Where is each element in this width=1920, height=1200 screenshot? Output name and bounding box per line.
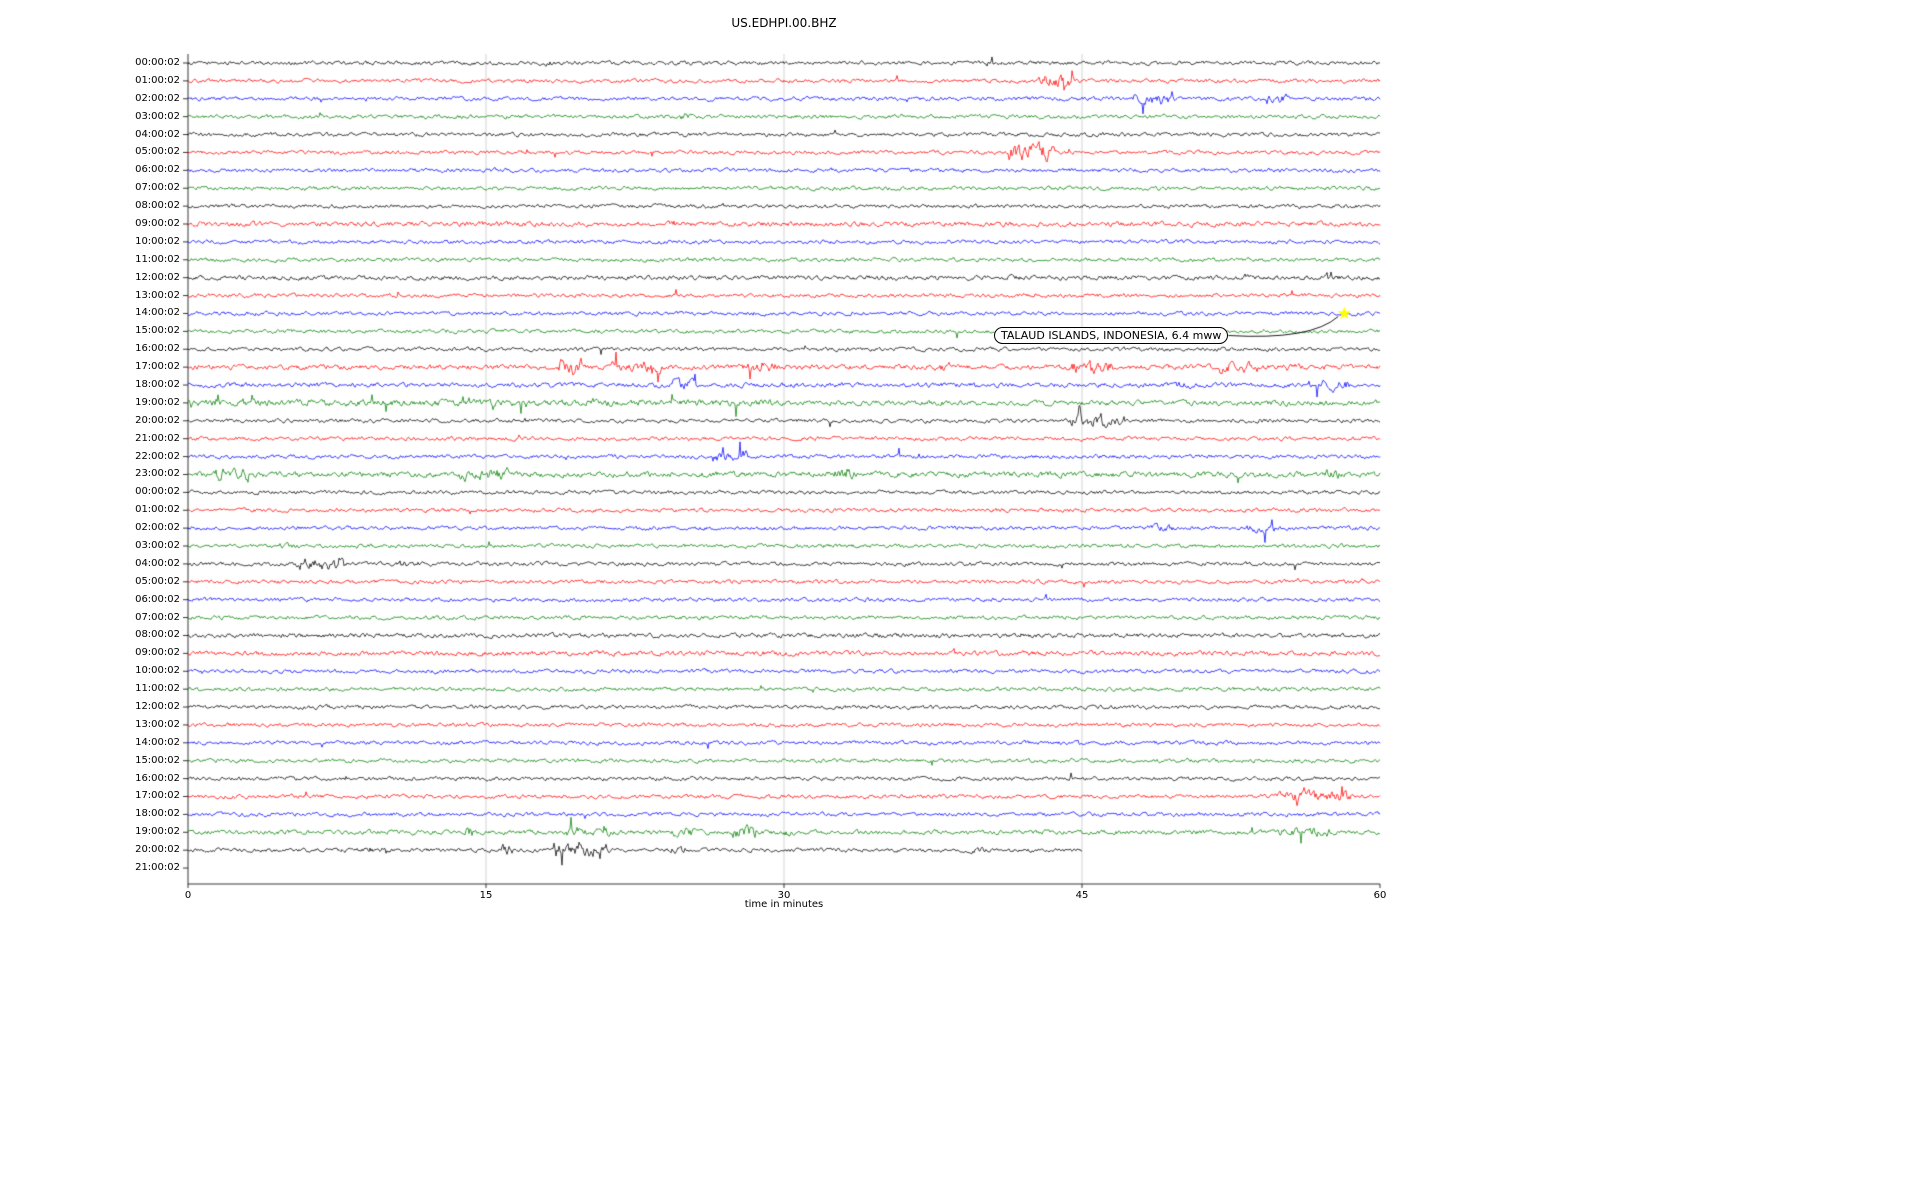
row-label: 13:00:02 xyxy=(135,289,180,301)
row-label: 22:00:02 xyxy=(135,450,180,462)
row-label: 17:00:02 xyxy=(135,361,180,373)
row-label: 10:00:02 xyxy=(135,235,180,247)
row-label: 04:00:02 xyxy=(135,128,180,140)
row-label: 20:00:02 xyxy=(135,414,180,426)
chart-title: US.EDHPI.00.BHZ xyxy=(731,16,837,30)
row-label: 15:00:02 xyxy=(135,754,180,766)
row-label: 00:00:02 xyxy=(135,57,180,68)
row-label: 13:00:02 xyxy=(135,718,180,730)
row-label: 03:00:02 xyxy=(135,110,180,122)
row-label: 19:00:02 xyxy=(135,826,180,838)
x-tick-label: 0 xyxy=(184,890,192,901)
x-tick-label: 60 xyxy=(1373,890,1387,901)
event-annotation: TALAUD ISLANDS, INDONESIA, 6.4 mww xyxy=(994,327,1229,344)
row-label: 02:00:02 xyxy=(135,522,180,534)
row-label: 20:00:02 xyxy=(135,844,180,856)
row-label: 04:00:02 xyxy=(135,557,180,569)
row-label: 23:00:02 xyxy=(135,468,180,480)
x-tick-label: 15 xyxy=(479,890,493,901)
row-label: 00:00:02 xyxy=(135,486,180,498)
row-label: 18:00:02 xyxy=(135,379,180,391)
row-label: 12:00:02 xyxy=(135,701,180,713)
row-label: 10:00:02 xyxy=(135,665,180,677)
row-label: 18:00:02 xyxy=(135,808,180,820)
row-label: 08:00:02 xyxy=(135,200,180,212)
row-label: 05:00:02 xyxy=(135,575,180,587)
row-label: 08:00:02 xyxy=(135,629,180,641)
row-label: 14:00:02 xyxy=(135,307,180,319)
row-label: 16:00:02 xyxy=(135,343,180,355)
row-label: 09:00:02 xyxy=(135,218,180,229)
row-label: 01:00:02 xyxy=(135,504,180,516)
x-tick-label: 45 xyxy=(1075,890,1089,901)
row-label: 03:00:02 xyxy=(135,540,180,552)
row-label: 19:00:02 xyxy=(135,396,180,408)
row-label: 12:00:02 xyxy=(135,271,180,283)
row-label: 15:00:02 xyxy=(135,325,180,337)
row-label: 16:00:02 xyxy=(135,772,180,784)
row-label: 14:00:02 xyxy=(135,736,180,748)
row-label: 07:00:02 xyxy=(135,611,180,623)
x-tick-label: 30 xyxy=(777,890,791,901)
row-label: 07:00:02 xyxy=(135,182,180,194)
row-label: 09:00:02 xyxy=(135,647,180,659)
x-axis-label: time in minutes xyxy=(744,899,824,910)
row-label: 05:00:02 xyxy=(135,146,180,158)
row-label: 06:00:02 xyxy=(135,164,180,176)
row-label: 11:00:02 xyxy=(135,253,180,265)
row-label: 11:00:02 xyxy=(135,683,180,695)
row-label: 06:00:02 xyxy=(135,593,180,605)
row-label: 01:00:02 xyxy=(135,74,180,86)
row-label: 21:00:02 xyxy=(135,432,180,444)
row-label: 21:00:02 xyxy=(135,862,180,874)
row-label: 17:00:02 xyxy=(135,790,180,802)
row-label: 02:00:02 xyxy=(135,92,180,104)
